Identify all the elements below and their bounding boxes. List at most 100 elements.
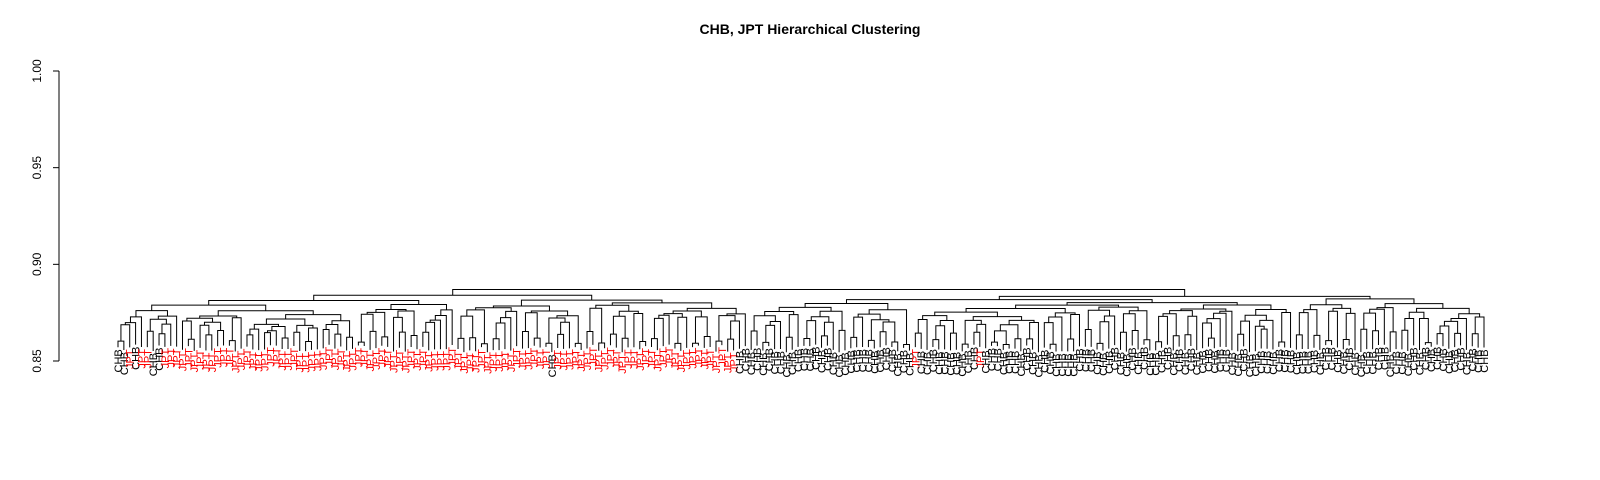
leaf-label: JPT bbox=[242, 348, 254, 368]
dendrogram-branch bbox=[991, 341, 998, 347]
leaf-label: CHB bbox=[987, 348, 999, 371]
leaf-label: CHB bbox=[1456, 347, 1468, 370]
leaf-label: CHB bbox=[1373, 347, 1385, 370]
dendrogram-branch bbox=[381, 336, 389, 347]
leaf-label: CHB bbox=[1432, 347, 1444, 370]
leaf-label: JPT bbox=[166, 348, 178, 368]
dendrogram-branch bbox=[505, 310, 518, 347]
dendrogram-branch bbox=[557, 333, 565, 349]
leaf-label: CHB bbox=[746, 352, 758, 375]
leaf-label: JPT bbox=[635, 351, 647, 371]
leaf-label: CHB bbox=[805, 348, 817, 371]
leaf-label: JPT bbox=[406, 349, 418, 369]
leaf-label: CHB bbox=[113, 349, 125, 372]
leaf-label: JPT bbox=[289, 348, 301, 368]
leaf-label: JPT bbox=[400, 353, 412, 373]
dendrogram-branch bbox=[803, 338, 811, 347]
leaf-label: JPT bbox=[570, 349, 582, 369]
leaf-label: CHB bbox=[770, 351, 782, 374]
dendrogram-branch bbox=[598, 342, 606, 351]
leaf-label: CHB bbox=[1168, 352, 1180, 375]
leaf-label: JPT bbox=[506, 352, 518, 372]
dendrogram-branch bbox=[460, 315, 474, 339]
dendrogram-branch bbox=[870, 319, 890, 341]
dendrogram-branch bbox=[1131, 329, 1139, 350]
dendrogram-branch bbox=[161, 323, 172, 346]
leaf-label: CHB bbox=[881, 347, 893, 370]
dendrogram-branch bbox=[393, 316, 403, 352]
leaf-label: CHB bbox=[1121, 354, 1133, 377]
dendrogram-branch bbox=[730, 320, 740, 349]
dendrogram-branch bbox=[1419, 317, 1429, 351]
leaf-label: CHB bbox=[1127, 347, 1139, 370]
dendrogram-branch bbox=[1213, 312, 1227, 348]
dendrogram-branch bbox=[618, 310, 639, 317]
leaf-labels: CHBCHBJPTCHBJPTJPTCHBCHBJPTJPTJPTJPTJPTJ… bbox=[113, 346, 1491, 377]
dendrogram-branch bbox=[976, 323, 987, 349]
dendrogram-branch bbox=[293, 331, 301, 351]
y-tick-label: 0.90 bbox=[30, 252, 44, 276]
dendrogram-branch bbox=[694, 316, 708, 344]
leaf-label: CHB bbox=[148, 353, 160, 376]
dendrogram-branch bbox=[914, 332, 922, 349]
leaf-label: JPT bbox=[529, 347, 541, 367]
dendrogram-branch bbox=[1207, 337, 1215, 349]
dendrogram-branch bbox=[686, 307, 737, 314]
leaf-label: CHB bbox=[1151, 352, 1163, 375]
dendrogram-branch bbox=[228, 340, 236, 352]
leaf-label: CHB bbox=[793, 349, 805, 372]
y-tick-label: 0.85 bbox=[30, 349, 44, 373]
dendrogram-branch bbox=[804, 303, 889, 310]
dendrogram-branch bbox=[530, 310, 569, 316]
leaf-label: CHB bbox=[781, 354, 793, 377]
leaf-label: JPT bbox=[488, 352, 500, 372]
leaf-label: JPT bbox=[136, 349, 148, 369]
leaf-label: CHB bbox=[1092, 352, 1104, 375]
dendrogram-branch bbox=[765, 324, 776, 350]
dendrogram-branch bbox=[932, 339, 940, 350]
leaf-label: CHB bbox=[922, 352, 934, 375]
dendrogram-branch bbox=[281, 337, 289, 350]
dendrogram-branch bbox=[1363, 312, 1377, 331]
dendrogram-branch bbox=[639, 340, 647, 350]
leaf-label: CHB bbox=[1338, 351, 1350, 374]
dendrogram-branch bbox=[1202, 322, 1212, 349]
leaf-label: CHB bbox=[1239, 348, 1251, 371]
dendrogram-branch bbox=[1087, 309, 1111, 330]
leaf-label: JPT bbox=[318, 350, 330, 370]
dendrogram-branch bbox=[369, 330, 377, 350]
leaf-label: JPT bbox=[600, 350, 612, 370]
dendrogram-branch bbox=[452, 288, 1186, 297]
leaf-label: CHB bbox=[998, 352, 1010, 375]
leaf-label: CHB bbox=[1022, 347, 1034, 370]
leaf-label: JPT bbox=[389, 353, 401, 373]
dendrogram-branch bbox=[1098, 306, 1139, 311]
leaf-label: CHB bbox=[916, 351, 928, 374]
leaf-label: JPT bbox=[693, 347, 705, 367]
leaf-label: CHB bbox=[1274, 349, 1286, 372]
dendrogram-branch bbox=[718, 315, 736, 342]
leaf-label: JPT bbox=[459, 354, 471, 374]
dendrogram-branch bbox=[853, 316, 864, 347]
dendrogram-branch bbox=[935, 325, 946, 350]
dendrogram-branch bbox=[357, 341, 365, 346]
dendrogram-branch bbox=[360, 313, 374, 343]
dendrogram-branch bbox=[457, 337, 465, 353]
dendrogram-branch bbox=[609, 333, 617, 348]
leaf-label: JPT bbox=[430, 351, 442, 371]
dendrogram-branch bbox=[917, 318, 928, 350]
leaf-label: JPT bbox=[559, 351, 571, 371]
dendrogram-branch bbox=[692, 342, 699, 348]
dendrogram-branch bbox=[500, 317, 512, 351]
leaf-label: CHB bbox=[858, 349, 870, 372]
dendrogram-branch bbox=[868, 309, 908, 345]
leaf-label: CHB bbox=[887, 349, 899, 372]
leaf-label: JPT bbox=[418, 349, 430, 369]
leaf-label: JPT bbox=[248, 351, 260, 371]
leaf-label: JPT bbox=[177, 351, 189, 371]
leaf-label: JPT bbox=[359, 348, 371, 368]
dendrogram-branch bbox=[495, 322, 506, 350]
leaf-label: CHB bbox=[1409, 347, 1421, 370]
leaf-label: CHB bbox=[1426, 349, 1438, 372]
leaf-label: CHB bbox=[1063, 353, 1075, 376]
